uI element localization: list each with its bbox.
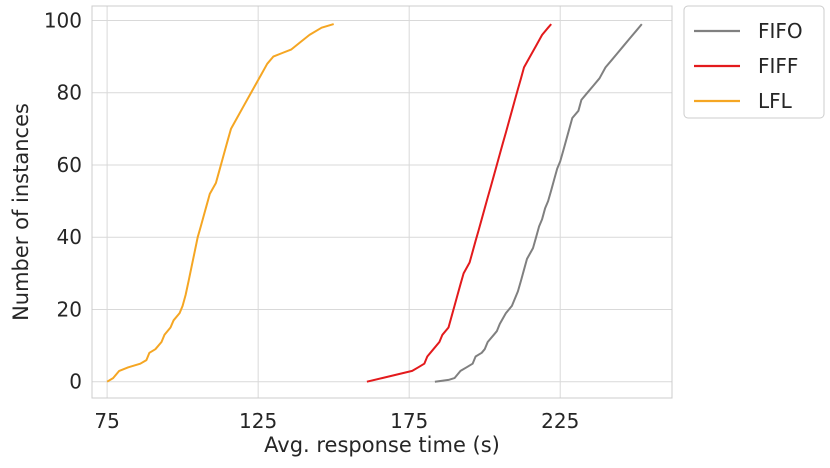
x-axis-label: Avg. response time (s) [264,433,500,457]
x-tick-label: 175 [390,409,428,433]
y-tick-labels: 0 20 40 60 80 100 [44,8,82,393]
legend-label-lfl: LFL [758,89,793,113]
x-tick-label: 75 [94,409,119,433]
y-tick-label: 0 [69,370,82,394]
series-line-lfl [106,23,334,383]
legend-label-fiff: FIFF [758,54,798,78]
y-tick-label: 80 [57,81,82,105]
series-line-fifo [434,23,643,383]
y-axis-label: Number of instances [9,103,33,321]
y-tick-label: 20 [57,297,82,321]
plot-frame [91,5,673,399]
y-tick-label: 40 [57,225,82,249]
x-tick-label: 225 [541,409,579,433]
grid [92,6,672,398]
series-line-fiff [366,23,552,383]
y-tick-label: 60 [57,153,82,177]
legend-label-fifo: FIFO [758,19,803,43]
legend: FIFO FIFF LFL [683,5,825,119]
x-tick-labels: 75 125 175 225 [94,409,579,433]
y-tick-label: 100 [44,8,82,32]
legend-box [683,5,825,119]
series-lines [106,23,643,383]
x-tick-label: 125 [239,409,277,433]
